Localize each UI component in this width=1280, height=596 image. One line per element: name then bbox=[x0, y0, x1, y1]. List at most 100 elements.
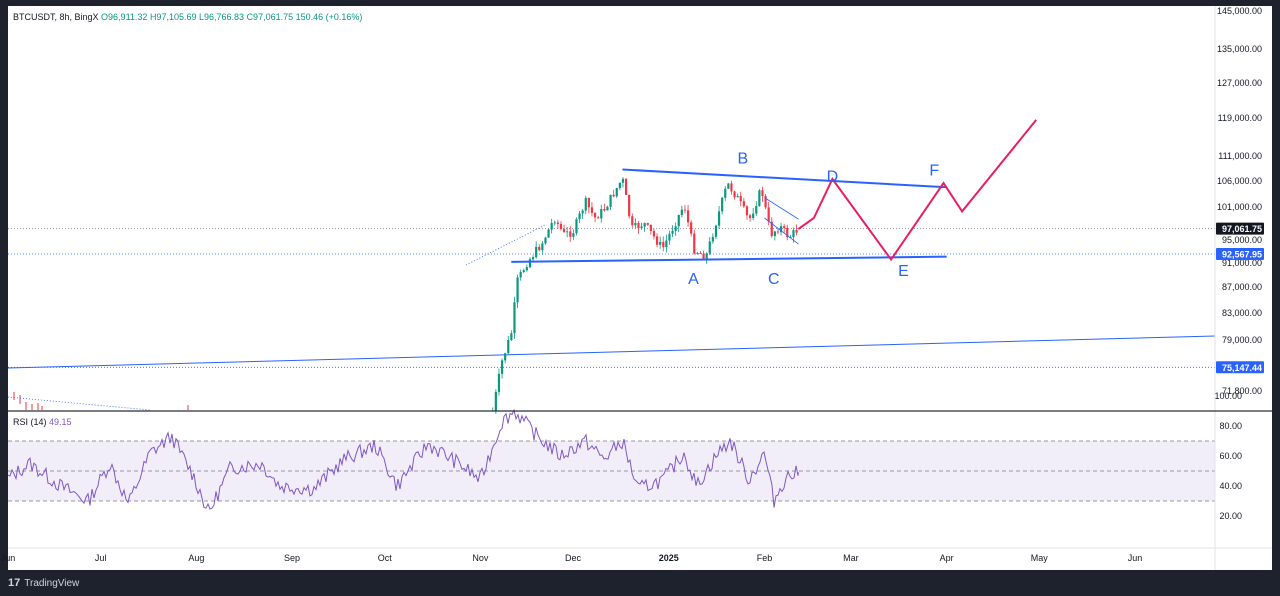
candle-body bbox=[748, 215, 752, 219]
candle-body bbox=[773, 231, 776, 237]
candle-body bbox=[572, 233, 575, 237]
candle bbox=[525, 264, 528, 272]
tradingview-brand[interactable]: 17 TradingView bbox=[8, 577, 79, 589]
candle-body bbox=[677, 214, 680, 227]
candle bbox=[708, 236, 711, 256]
candle bbox=[786, 224, 789, 241]
candle bbox=[553, 220, 556, 226]
candle-body bbox=[547, 229, 550, 238]
candle-body bbox=[510, 333, 513, 341]
time-tick-label: Apr bbox=[940, 553, 954, 563]
candle-body bbox=[631, 216, 634, 226]
candle-body bbox=[621, 178, 625, 183]
candle bbox=[550, 218, 553, 234]
candle-body bbox=[562, 229, 566, 233]
wave-label-a: A bbox=[688, 271, 699, 288]
symbol-title[interactable]: BTCUSDT, 8h, BingX bbox=[13, 12, 99, 22]
rsi-tick-label: 80.00 bbox=[1219, 421, 1242, 431]
candle-body bbox=[640, 226, 643, 229]
candle-body bbox=[581, 210, 584, 214]
candle-body bbox=[494, 391, 497, 411]
time-tick-label: 2025 bbox=[659, 553, 679, 563]
candle-body bbox=[714, 225, 718, 237]
candle bbox=[696, 251, 699, 255]
candle-body bbox=[739, 196, 742, 202]
candle bbox=[544, 236, 547, 245]
candle-series bbox=[7, 177, 798, 414]
symbol-header: BTCUSDT, 8h, BingX O96,911.32 H97,105.69… bbox=[13, 12, 362, 22]
candle bbox=[733, 190, 736, 200]
time-tick-label: Jul bbox=[95, 553, 107, 563]
candle bbox=[500, 358, 504, 379]
wave-label-f: F bbox=[929, 163, 939, 180]
time-tick-label: Sep bbox=[284, 553, 300, 563]
candle bbox=[652, 228, 656, 240]
candle bbox=[593, 212, 597, 223]
price-label-box bbox=[1216, 247, 1264, 260]
time-tick-label: Dec bbox=[565, 553, 582, 563]
candle bbox=[597, 215, 600, 219]
candle bbox=[727, 183, 730, 190]
candle bbox=[693, 229, 696, 255]
candle bbox=[739, 191, 742, 207]
price-tick-label: 119,000.00 bbox=[1218, 113, 1262, 123]
candle-body bbox=[724, 188, 727, 198]
time-tick-label: Oct bbox=[378, 553, 393, 563]
candle-body bbox=[752, 213, 755, 219]
candle-body bbox=[668, 233, 671, 241]
candle bbox=[621, 177, 625, 188]
candle-body bbox=[727, 183, 730, 189]
candle-body bbox=[711, 236, 714, 242]
candle-body bbox=[513, 302, 516, 334]
candle bbox=[748, 213, 752, 222]
candle bbox=[612, 189, 615, 198]
candle bbox=[609, 194, 612, 210]
candle bbox=[634, 218, 637, 228]
candle bbox=[581, 208, 584, 220]
candle-body bbox=[652, 230, 656, 237]
candle bbox=[624, 177, 628, 195]
candle-body bbox=[550, 222, 553, 230]
ohlc-high: H97,105.69 bbox=[149, 12, 197, 22]
candle bbox=[662, 236, 665, 252]
candle bbox=[724, 186, 727, 201]
candle bbox=[562, 224, 566, 233]
rsi-tick-label: 60.00 bbox=[1219, 451, 1242, 461]
candle bbox=[587, 197, 590, 214]
chart-canvas[interactable] bbox=[8, 6, 1272, 570]
candle bbox=[717, 205, 721, 230]
candle bbox=[547, 229, 550, 238]
candle bbox=[535, 241, 538, 259]
wave-label-c: C bbox=[768, 271, 780, 288]
price-tick-label: 111,000.00 bbox=[1218, 151, 1262, 161]
candle bbox=[578, 211, 581, 224]
candle-body bbox=[538, 246, 541, 251]
candle bbox=[795, 224, 798, 236]
candle bbox=[615, 187, 618, 198]
candle bbox=[590, 202, 594, 217]
candle bbox=[761, 186, 764, 202]
candle bbox=[752, 207, 755, 221]
rsi-label[interactable]: RSI (14) bbox=[13, 417, 47, 427]
candle bbox=[758, 189, 761, 207]
candle bbox=[637, 220, 640, 234]
candle bbox=[606, 205, 609, 211]
candle bbox=[730, 180, 733, 195]
candle-body bbox=[535, 246, 538, 258]
candle-body bbox=[730, 183, 733, 192]
candle-body bbox=[671, 230, 674, 234]
candle-body bbox=[721, 197, 724, 212]
candle-body bbox=[649, 224, 652, 231]
candle-body bbox=[699, 252, 702, 254]
candle-body bbox=[786, 227, 789, 238]
candle-body bbox=[618, 182, 621, 189]
candle bbox=[680, 205, 683, 218]
candle bbox=[764, 193, 767, 210]
candle-body bbox=[764, 196, 767, 208]
candle-body bbox=[628, 194, 631, 217]
candle-body bbox=[606, 206, 609, 211]
time-tick-label: Jun bbox=[1, 553, 16, 563]
candle bbox=[699, 251, 702, 254]
candle-body bbox=[587, 198, 590, 208]
